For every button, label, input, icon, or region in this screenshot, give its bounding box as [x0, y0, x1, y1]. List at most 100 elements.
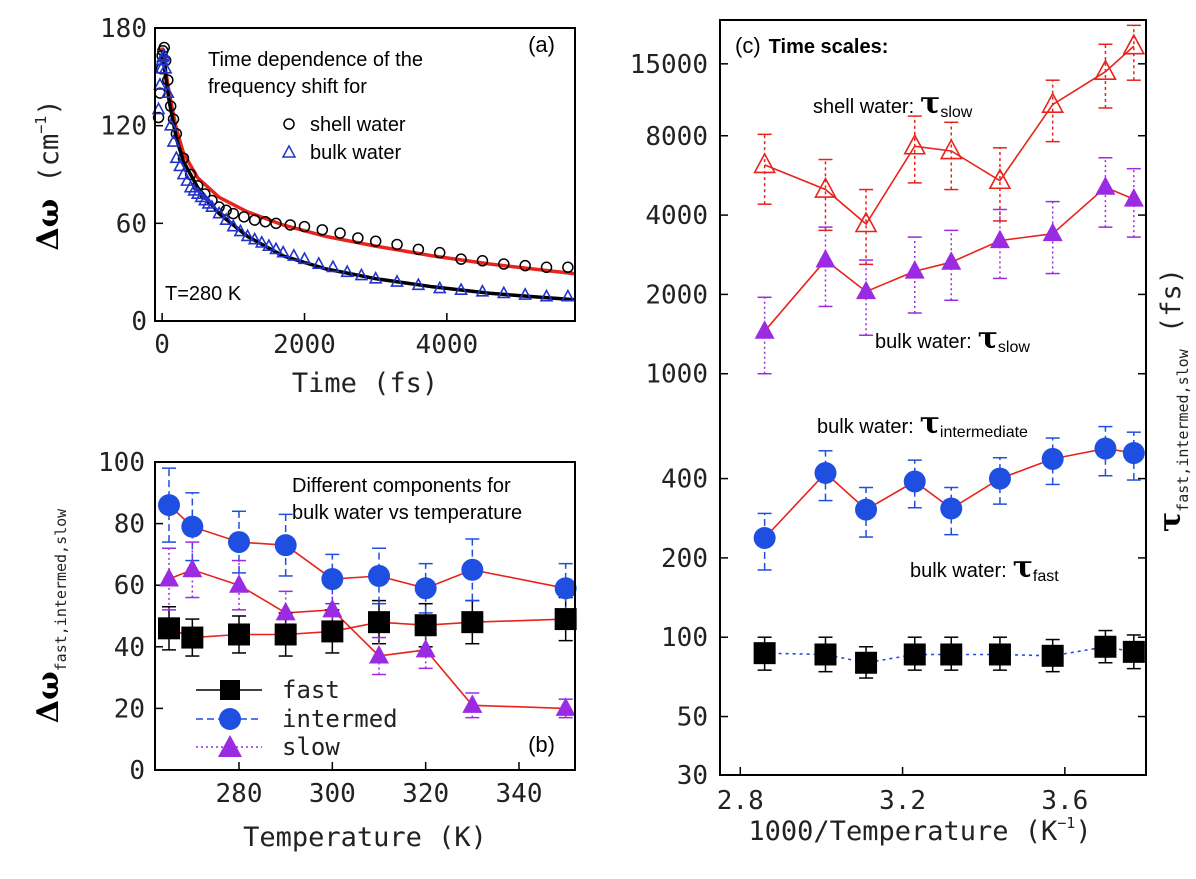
panel-b-label: (b)	[528, 732, 555, 757]
label-bulk-water-fast-symbol: τ	[1013, 550, 1033, 585]
intermed-point	[158, 494, 180, 517]
bulk-water-fast-point	[1094, 635, 1117, 658]
bulk-water-slow-point	[904, 260, 925, 279]
bulk-water-point	[166, 134, 181, 147]
shell-water-point	[369, 235, 382, 247]
shell-water-point	[164, 100, 177, 112]
shell-water-point	[412, 243, 425, 256]
slow-point	[322, 598, 343, 618]
bulk-water-point	[475, 283, 490, 297]
panel-c-x-tick-label: 2.8	[717, 786, 764, 816]
bulk-water-point	[297, 251, 312, 265]
bulk-water-point	[326, 259, 340, 273]
legend-label-slow: slow	[282, 733, 340, 761]
slow-point	[229, 574, 249, 593]
bulk-water-point	[432, 280, 447, 294]
legend-marker-bulk-water	[281, 144, 297, 158]
panel-a-y-unit-exp: −1	[32, 116, 50, 134]
label-bulk-water-fast-subscript: fast	[1033, 568, 1059, 585]
bulk-water-point	[205, 199, 219, 212]
bulk-water-point	[561, 288, 575, 302]
bulk-water-point	[219, 212, 234, 226]
shell-water-slow-point	[939, 138, 963, 160]
bulk-water-intermediate-point	[855, 498, 878, 521]
bulk-water-intermediate-point	[903, 470, 926, 493]
intermed-point	[181, 515, 204, 538]
panel-b-x-tick-label: 280	[216, 779, 263, 809]
bulk-water-point	[180, 173, 194, 186]
label-bulk-water-slow-subscript: slow	[998, 339, 1030, 356]
panel-b-y-subscript: fast,intermed,slow	[52, 508, 70, 672]
panel-b-y-tick-label: 20	[114, 694, 145, 724]
panel-b-fit-lines	[168, 504, 566, 710]
bulk-water-point	[160, 85, 175, 99]
bulk-water-point	[247, 231, 262, 245]
bulk-water-fast-point	[814, 643, 837, 666]
panel-b-y-tick-label: 40	[114, 633, 145, 663]
panel-c-x-tick-label: 3.2	[879, 786, 926, 816]
panel-a-x-tick-label: 2000	[273, 330, 336, 360]
bulk-water-point	[226, 218, 241, 232]
slow-point	[275, 601, 296, 621]
shell-water-slow-point	[988, 168, 1012, 190]
panel-c-y-tick-label: 4000	[645, 201, 708, 231]
panel-b-y-tick-label: 100	[98, 448, 145, 478]
shell-water-slow-point	[1041, 91, 1065, 113]
shell-water-point	[498, 258, 510, 270]
shell-water-slow-point	[1122, 33, 1146, 55]
fast-point	[274, 623, 297, 646]
panel-b-y-tick-label: 80	[114, 510, 145, 540]
panel-b-x-tick-label: 340	[496, 779, 543, 809]
panel-a-legend-shell: shell water	[283, 114, 406, 136]
bulk-water-intermediate-point	[1122, 442, 1145, 465]
panel-a-y-unit-open: (cm	[34, 134, 65, 199]
svg-text:Δωfast,intermed,slow: Δωfast,intermed,slow	[31, 508, 70, 723]
bulk-water-point	[539, 288, 554, 302]
shell-water-point	[270, 217, 282, 230]
shell-water-point	[316, 224, 329, 236]
legend-label-bulk-water: bulk water	[310, 142, 401, 164]
bulk-water-intermediate-line	[764, 447, 1134, 539]
panel-a-ticks: 0 2000 4000 0 60 120 180	[100, 14, 478, 360]
slow-point	[369, 645, 389, 664]
fast-point	[554, 608, 577, 631]
panel-b-y-tick-label: 60	[114, 571, 145, 601]
shell-water-point	[162, 74, 174, 86]
label-bulk-water-intermediate-subscript: intermediate	[940, 424, 1028, 441]
svg-text:Δω (cm−1): Δω (cm−1)	[31, 99, 66, 250]
panel-a-y-tick-label: 120	[100, 112, 147, 142]
label-shell-water-slow: shell water: τslow	[813, 86, 973, 121]
label-shell-water-slow-subscript: slow	[940, 104, 972, 121]
panel-c-x-label-open: 1000/Temperature (K	[748, 816, 1058, 847]
panel-c-y-tick-label: 1000	[645, 360, 708, 390]
fast-point	[321, 620, 344, 643]
shell-water-point	[177, 152, 190, 164]
shell-water-point	[184, 168, 197, 181]
label-bulk-water-fast-prefix: bulk water:	[910, 560, 1007, 582]
bulk-water-slow-point	[1042, 222, 1063, 242]
bulk-water-fast-point	[855, 651, 878, 674]
panel-c-y-tick-label: 8000	[645, 122, 708, 152]
legend-label-intermed: intermed	[282, 705, 398, 733]
intermed-point	[274, 534, 297, 557]
bulk-water-point	[262, 238, 276, 252]
shell-water-point	[540, 261, 553, 274]
panel-c-y-tick-label: 30	[677, 761, 708, 791]
bulk-water-point	[233, 223, 248, 237]
shell-water-slow-point	[753, 152, 776, 174]
panel-c-y-tick-label: 50	[677, 703, 708, 733]
panel-b-y-tick-label: 0	[129, 756, 145, 786]
shell-water-slow-point	[1094, 59, 1117, 81]
bulk-water-slow-point	[1095, 176, 1116, 195]
panel-c-ticks: 2.8 3.2 3.6 30 50 100 200 400 1000 2000 4000 8000 15…	[630, 50, 1146, 816]
fit-line-shell-water	[160, 47, 576, 276]
bulk-water-fast-point	[1122, 640, 1145, 663]
shell-water-point	[352, 232, 364, 244]
label-bulk-water-slow: bulk water: τslow	[875, 321, 1030, 356]
legend-marker-intermed	[219, 708, 241, 730]
bulk-water-point	[518, 287, 533, 300]
bulk-water-intermediate-point	[1041, 447, 1064, 470]
bulk-water-intermediate-point	[940, 497, 963, 520]
bulk-water-fast-point	[903, 643, 926, 666]
bulk-water-point	[311, 256, 326, 269]
